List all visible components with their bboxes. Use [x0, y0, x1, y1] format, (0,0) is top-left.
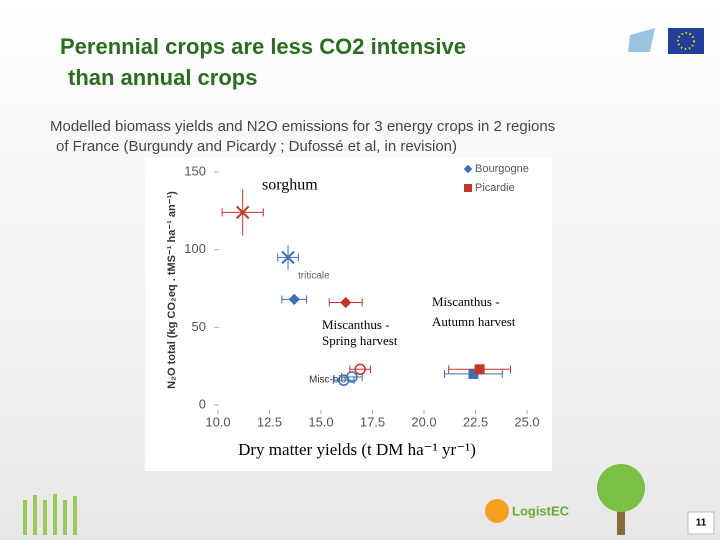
legend-label: Bourgogne — [475, 163, 529, 175]
annotation: triticale — [298, 271, 330, 282]
point — [468, 368, 479, 379]
chart-area — [145, 157, 552, 471]
y-axis-label: N₂O total (kg CO₂eq . tMS⁻¹ ha⁻¹ an⁻¹) — [166, 191, 178, 389]
subtitle: of France (Burgundy and Picardy ; Dufoss… — [56, 138, 457, 155]
x-tick-label: 10.0 — [205, 414, 230, 429]
y-tick-label: 150 — [184, 163, 206, 178]
legend-label: Picardie — [475, 182, 515, 194]
wheat — [23, 494, 77, 535]
annotation: Miscanthus - — [322, 317, 390, 332]
point — [236, 205, 250, 220]
title: Perennial crops are less CO2 intensive — [60, 34, 466, 59]
point — [288, 293, 300, 306]
annotation: Spring harvest — [322, 333, 398, 348]
point — [281, 250, 295, 265]
x-tick-label: 15.0 — [308, 414, 333, 429]
x-tick-label: 12.5 — [257, 414, 282, 429]
legend-marker — [463, 164, 473, 174]
logo-text: LogistEC — [512, 503, 570, 518]
logo-fp7 — [628, 28, 655, 52]
x-axis-label: Dry matter yields (t DM ha⁻¹ yr⁻¹) — [238, 440, 476, 459]
annotation: Miscanthus - — [432, 294, 500, 309]
y-tick-label: 50 — [192, 319, 206, 334]
tree — [597, 464, 645, 535]
annotation: Misc-bio — [309, 375, 347, 386]
x-tick-label: 25.0 — [514, 414, 539, 429]
point — [354, 363, 366, 376]
point — [474, 364, 485, 375]
x-tick-label: 20.0 — [411, 414, 436, 429]
point — [337, 374, 350, 386]
x-tick-label: 17.5 — [360, 414, 385, 429]
x-tick-label: 22.5 — [463, 414, 488, 429]
page-number-box — [687, 511, 715, 535]
legend-marker — [464, 184, 472, 192]
annotation: sorghum — [262, 177, 318, 194]
y-tick-label: 0 — [199, 396, 206, 411]
x-error-bar — [349, 365, 371, 374]
page-number: 11 — [696, 518, 707, 529]
subtitle: Modelled biomass yields and N2O emission… — [50, 118, 555, 135]
x-error-bar — [332, 376, 355, 385]
y-tick-label: 100 — [184, 241, 206, 256]
point — [340, 296, 352, 309]
plot: 0 50 100 150 10.0 12.5 15.0 17.5 20.0 22.5 25.0 Dry… — [166, 163, 540, 459]
logo-mark — [485, 499, 509, 523]
annotation: Autumn harvest — [432, 314, 516, 329]
title: than annual crops — [68, 65, 257, 90]
eu-flag — [668, 28, 704, 54]
